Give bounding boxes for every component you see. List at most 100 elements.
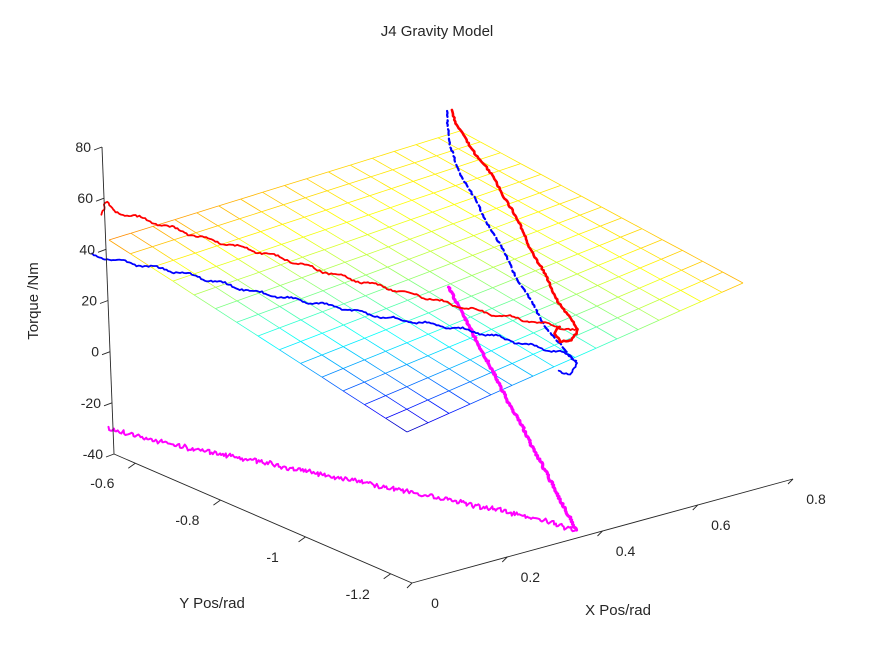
mesh-line	[556, 262, 578, 275]
mesh-line	[173, 239, 196, 254]
mesh-line	[173, 232, 197, 241]
mesh-line	[406, 408, 429, 424]
mesh-line	[617, 317, 639, 330]
mesh-line	[406, 422, 429, 433]
mesh-line	[325, 202, 348, 211]
mesh-line	[321, 332, 344, 347]
mesh-line	[474, 208, 497, 217]
mesh-line	[475, 196, 497, 209]
mesh-line	[428, 283, 451, 293]
series-blue-steep	[445, 109, 578, 362]
mesh-line	[215, 300, 238, 309]
mesh-line	[659, 299, 681, 312]
mesh-line	[471, 287, 493, 297]
mesh-line	[195, 245, 218, 254]
mesh-line	[388, 238, 411, 248]
mesh-line	[174, 212, 197, 220]
mesh-line	[641, 228, 663, 240]
mesh-line	[365, 287, 387, 297]
mesh-line	[430, 250, 452, 264]
mesh-line	[682, 250, 703, 262]
mesh-line	[511, 375, 534, 386]
mesh-line	[364, 381, 386, 396]
mesh-line	[408, 279, 430, 293]
mesh-line	[364, 372, 386, 383]
mesh-line	[343, 337, 365, 347]
mesh-line	[619, 247, 642, 258]
mesh-line	[282, 224, 304, 238]
z-tick-mark	[95, 197, 105, 202]
mesh-line	[514, 258, 536, 272]
mesh-line	[152, 226, 175, 241]
mesh-line	[576, 273, 598, 286]
mesh-line	[436, 148, 459, 157]
mesh-line	[343, 295, 366, 305]
mesh-line	[300, 354, 323, 364]
mesh-line	[279, 341, 301, 351]
axes-lines-and-ticks: 80 60 40 20 0 -20 -40 -0.6 -0.8 -1 -1.2 0 0.2 0.4 0.6 0…	[75, 139, 826, 611]
mesh-line	[216, 245, 239, 260]
mesh-line	[344, 274, 367, 284]
mesh-line	[344, 261, 367, 276]
mesh-line	[342, 368, 365, 383]
mesh-line	[388, 226, 411, 240]
y-tick-mark	[298, 536, 306, 543]
mesh-line	[239, 218, 261, 232]
mesh-line	[596, 326, 618, 340]
mesh-line	[701, 271, 723, 282]
z-tick-label: -40	[83, 446, 103, 462]
mesh-line	[321, 368, 344, 378]
mesh-line	[519, 174, 542, 183]
mesh-line	[533, 332, 555, 346]
mesh-line	[621, 217, 643, 230]
mesh-line	[151, 246, 174, 261]
mesh-line	[596, 305, 618, 319]
mesh-line	[342, 390, 365, 405]
mesh-line	[448, 390, 471, 405]
mesh-line	[262, 191, 284, 206]
mesh-line	[323, 261, 346, 271]
mesh-line	[406, 386, 429, 401]
mesh-line	[535, 242, 558, 252]
mesh-line	[301, 277, 324, 292]
mesh-line	[282, 216, 305, 225]
mesh-line	[639, 267, 661, 280]
mesh-line	[302, 249, 325, 258]
mesh-line	[434, 173, 456, 186]
mesh-line	[477, 170, 500, 179]
mesh-line	[448, 346, 471, 361]
mesh-line	[575, 305, 598, 316]
mesh-line	[469, 350, 492, 361]
mesh-line	[721, 282, 744, 293]
mesh-line	[491, 341, 513, 352]
mesh-line	[301, 290, 324, 299]
mesh-line	[520, 163, 542, 175]
mesh-line	[558, 222, 580, 235]
mesh-line	[575, 314, 597, 328]
mesh-line	[575, 326, 597, 337]
mesh-line	[556, 253, 579, 263]
mesh-line	[494, 227, 516, 240]
mesh-line	[385, 342, 408, 352]
mesh-line	[367, 234, 389, 248]
mesh-line	[598, 265, 619, 278]
mesh-line	[578, 233, 600, 246]
mesh-line	[427, 368, 450, 379]
mesh-line	[406, 399, 428, 410]
mesh-line	[515, 238, 537, 252]
mesh-line	[534, 290, 556, 304]
mesh-line	[344, 254, 367, 263]
mesh-line	[322, 282, 345, 292]
mesh-line	[681, 269, 702, 282]
mesh-line	[619, 256, 641, 269]
mesh-line	[579, 206, 602, 216]
mesh-line	[532, 366, 555, 377]
mesh-line	[279, 327, 301, 342]
mesh-line	[638, 308, 660, 321]
mesh-line	[194, 266, 217, 275]
mesh-line	[639, 287, 660, 300]
mesh-line	[427, 333, 450, 348]
z-tick-label: 60	[77, 190, 93, 206]
mesh-line	[411, 199, 433, 213]
